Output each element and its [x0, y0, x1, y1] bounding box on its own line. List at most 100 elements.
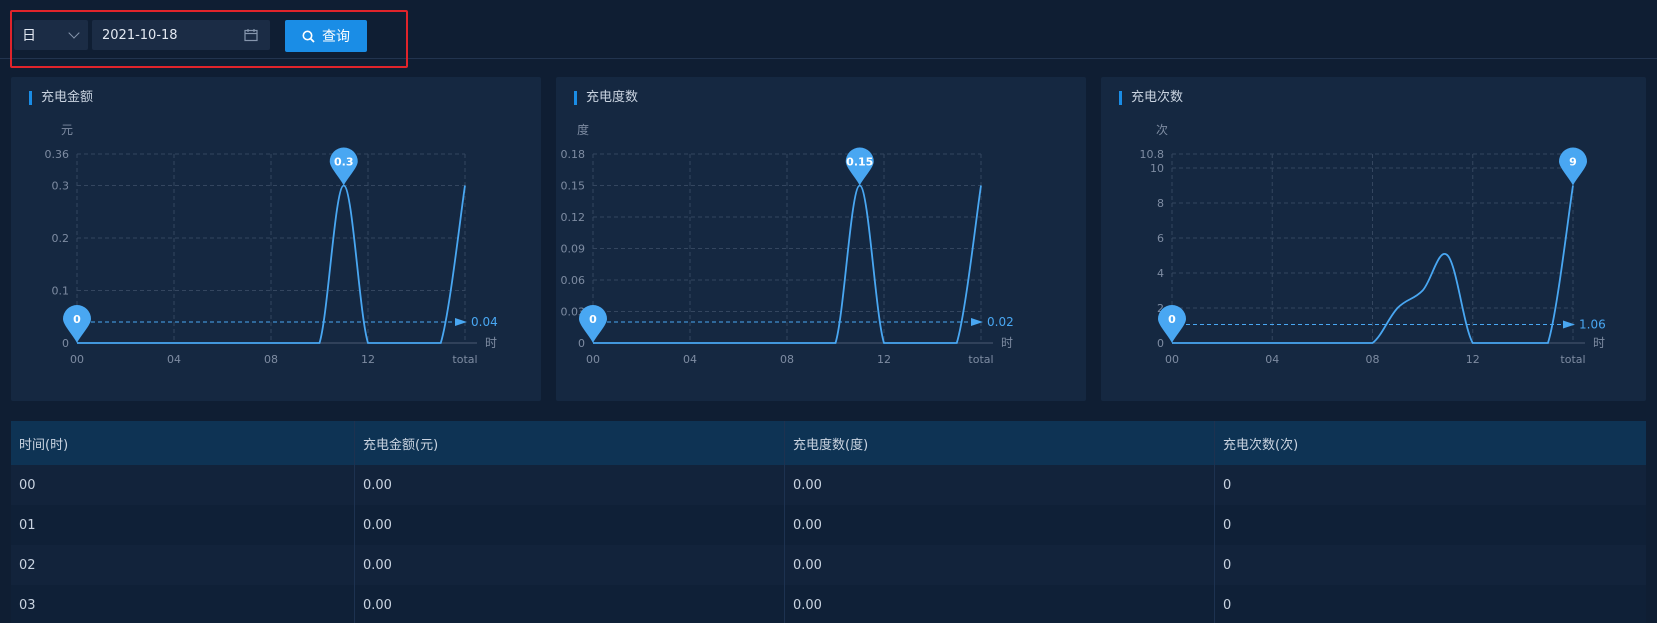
table-row: 00 0.00 0.00 0 — [11, 465, 1646, 505]
min-marker-pin-shape — [579, 305, 607, 343]
table-row: 03 0.00 0.00 0 — [11, 585, 1646, 623]
search-icon — [302, 30, 315, 43]
cell-amount: 0.00 — [355, 545, 785, 585]
y-tick-label: 0 — [578, 337, 585, 350]
y-unit-label: 元 — [61, 123, 73, 137]
chart-title: 充电次数 — [1119, 91, 1183, 105]
highlight-frame — [10, 10, 408, 68]
x-tick-label: total — [968, 353, 993, 366]
y-tick-label: 2 — [1157, 302, 1164, 315]
query-button[interactable]: 查询 — [285, 20, 367, 52]
y-tick-label: 0.2 — [52, 232, 70, 245]
cell-energy: 0.00 — [785, 465, 1215, 505]
chart-title: 充电金额 — [29, 91, 93, 105]
amount-line-chart: 元 0 0.1 0.2 0.3 0.36 00 04 08 12 total 时 0.04 0.3 0 — [45, 123, 498, 366]
average-arrow — [455, 318, 467, 326]
series-line — [1172, 185, 1574, 344]
y-tick-label: 8 — [1157, 197, 1164, 210]
average-label: 0.02 — [987, 315, 1014, 329]
cell-count: 0 — [1223, 557, 1232, 573]
max-marker-pin-shape — [1559, 147, 1587, 186]
average-label: 0.04 — [471, 315, 498, 329]
cell-amount: 0.00 — [355, 505, 785, 545]
header-count: 充电次数(次) — [1223, 437, 1299, 453]
x-tick-label: 08 — [264, 353, 278, 366]
cell-count: 0 — [1223, 597, 1232, 613]
y-tick-label: 0.36 — [45, 148, 70, 161]
x-tick-label: 08 — [780, 353, 794, 366]
chart-title: 充电度数 — [574, 91, 638, 105]
max-marker-label: 9 — [1569, 156, 1577, 169]
query-button-label: 查询 — [322, 29, 350, 45]
cell-time: 03 — [11, 585, 355, 623]
y-tick-label: 10 — [1150, 162, 1164, 175]
calendar-icon — [244, 29, 258, 42]
x-tick-label: 12 — [361, 353, 375, 366]
filter-toolbar — [0, 0, 1657, 59]
x-tick-label: total — [452, 353, 477, 366]
y-tick-label: 0.12 — [561, 211, 586, 224]
max-marker-pin-shape — [329, 147, 358, 186]
x-unit-label: 时 — [485, 336, 497, 350]
period-select-value: 日 — [22, 28, 36, 44]
chart-panel-count: 充电次数 次 0 2 4 6 8 10 10.8 00 04 08 12 total 时 1.06 9 0 — [1101, 77, 1646, 401]
y-unit-label: 次 — [1156, 123, 1168, 137]
y-tick-label: 0.15 — [561, 180, 586, 193]
header-amount: 充电金额(元) — [355, 421, 785, 465]
series-line — [593, 184, 982, 344]
y-tick-label: 6 — [1157, 232, 1164, 245]
cell-time: 00 — [11, 465, 355, 505]
average-arrow — [1563, 320, 1575, 329]
min-marker-label: 0 — [1168, 313, 1176, 326]
y-tick-label: 0.1 — [52, 285, 70, 298]
header-energy: 充电度数(度) — [785, 421, 1215, 465]
cell-time: 02 — [11, 545, 355, 585]
cell-count: 0 — [1223, 477, 1232, 493]
min-marker-label: 0 — [73, 313, 81, 326]
series-line — [77, 184, 466, 344]
x-tick-label: 00 — [586, 353, 600, 366]
y-tick-label: 4 — [1157, 267, 1164, 280]
chevron-down-icon — [68, 27, 80, 39]
x-tick-label: 04 — [167, 353, 181, 366]
x-unit-label: 时 — [1001, 336, 1013, 350]
cell-energy: 0.00 — [785, 585, 1215, 623]
y-tick-label: 0 — [1157, 337, 1164, 350]
table-header-row: 时间(时) 充电金额(元) 充电度数(度) 充电次数(次) — [11, 421, 1646, 465]
x-tick-label: total — [1560, 353, 1585, 366]
min-marker-label: 0 — [589, 313, 597, 326]
chart-panel-energy: 充电度数 度 0 0.03 0.06 0.09 0.12 0.15 0.18 00 04 08 12 t… — [556, 77, 1086, 401]
x-tick-label: 12 — [877, 353, 891, 366]
y-tick-label: 0.18 — [561, 148, 586, 161]
y-tick-label: 10.8 — [1140, 148, 1165, 161]
max-marker-pin-shape — [845, 147, 874, 186]
cell-count: 0 — [1223, 517, 1232, 533]
date-picker-input[interactable]: 2021-10-18 — [92, 20, 270, 50]
cell-amount: 0.00 — [355, 465, 785, 505]
average-label: 1.06 — [1579, 317, 1606, 331]
max-marker-label: 0.15 — [846, 156, 873, 169]
x-tick-label: 04 — [1265, 353, 1279, 366]
x-tick-label: 04 — [683, 353, 697, 366]
min-marker-pin-shape — [1158, 305, 1186, 343]
chart-panel-amount: 充电金额 元 0 0.1 0.2 0.3 0.36 00 04 08 12 total 时 0.04 0.… — [11, 77, 541, 401]
stats-table: 时间(时) 充电金额(元) 充电度数(度) 充电次数(次) 00 0.00 0.… — [11, 421, 1646, 623]
average-arrow — [971, 318, 983, 326]
y-tick-label: 0.09 — [561, 243, 586, 256]
y-tick-label: 0.03 — [561, 306, 586, 319]
x-tick-label: 12 — [1466, 353, 1480, 366]
table-row: 02 0.00 0.00 0 — [11, 545, 1646, 585]
date-value: 2021-10-18 — [102, 27, 178, 43]
max-marker-label: 0.3 — [334, 156, 354, 169]
period-select[interactable]: 日 — [14, 20, 88, 50]
y-unit-label: 度 — [577, 122, 589, 137]
cell-time: 01 — [11, 505, 355, 545]
cell-energy: 0.00 — [785, 545, 1215, 585]
min-marker-pin-shape — [63, 305, 91, 343]
cell-energy: 0.00 — [785, 505, 1215, 545]
y-tick-label: 0.06 — [561, 274, 586, 287]
table-row: 01 0.00 0.00 0 — [11, 505, 1646, 545]
cell-amount: 0.00 — [355, 585, 785, 623]
